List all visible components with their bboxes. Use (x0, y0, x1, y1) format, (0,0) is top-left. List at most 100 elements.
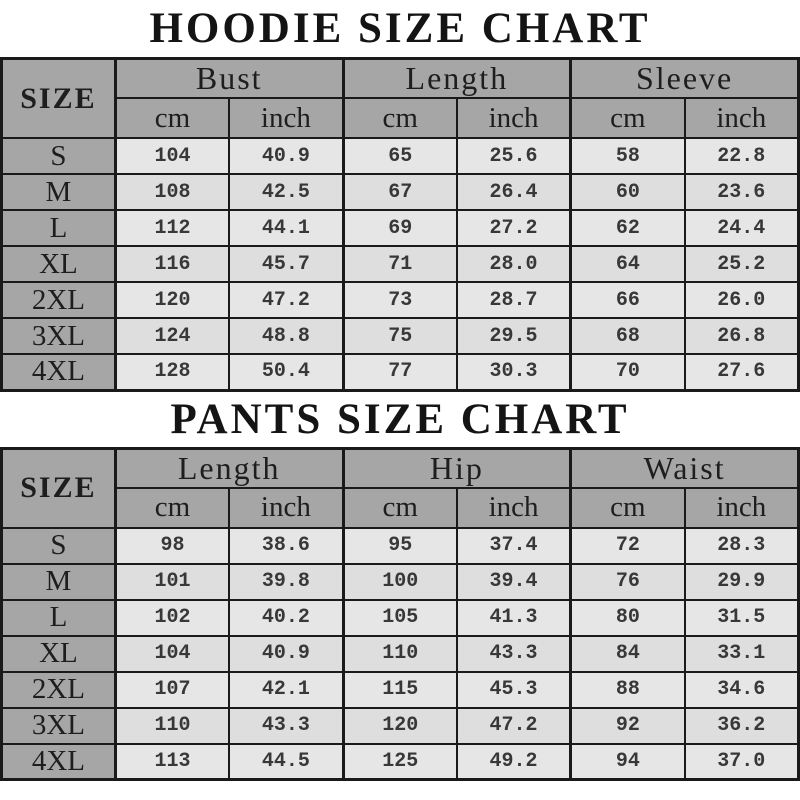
hoodie-length-cm-3xl: 75 (341, 317, 458, 355)
hoodie-length-inch-s: 25.6 (455, 137, 572, 175)
hoodie-bust-cm-l: 112 (113, 209, 231, 247)
pants-hip-cm-l: 105 (341, 598, 458, 637)
pants-length-cm-4xl: 113 (113, 742, 231, 781)
pants-waist-cm-3xl: 92 (569, 706, 686, 745)
pants-size-label-3xl: 3XL (0, 706, 117, 745)
pants-title-bar: PANTS SIZE CHART (0, 391, 800, 447)
pants-chart-title: PANTS SIZE CHART (170, 395, 630, 443)
pants-unit-header-hip-inch: inch (455, 486, 572, 529)
pants-waist-cm-xl: 84 (569, 634, 686, 673)
hoodie-size-label-3xl: 3XL (0, 317, 117, 355)
pants-length-inch-2xl: 42.1 (228, 670, 345, 709)
pants-waist-inch-3xl: 36.2 (683, 706, 800, 745)
hoodie-group-header-sleeve: Sleeve (569, 57, 800, 99)
hoodie-sleeve-inch-s: 22.8 (683, 137, 800, 175)
hoodie-length-cm-m: 67 (341, 173, 458, 211)
hoodie-group-header-bust: Bust (113, 57, 345, 99)
hoodie-length-cm-s: 65 (341, 137, 458, 175)
pants-unit-header-waist-cm: cm (569, 486, 686, 529)
hoodie-sleeve-inch-l: 24.4 (683, 209, 800, 247)
pants-hip-inch-m: 39.4 (455, 562, 572, 601)
hoodie-row-3xl: 3XL 124 48.8 75 29.5 68 26.8 (0, 317, 800, 355)
hoodie-group-header-length: Length (341, 57, 572, 99)
hoodie-unit-header-sleeve-cm: cm (569, 97, 686, 139)
pants-waist-cm-4xl: 94 (569, 742, 686, 781)
hoodie-length-cm-4xl: 77 (341, 353, 458, 391)
hoodie-sleeve-cm-4xl: 70 (569, 353, 686, 391)
pants-length-inch-3xl: 43.3 (228, 706, 345, 745)
hoodie-row-4xl: 4XL 128 50.4 77 30.3 70 27.6 (0, 353, 800, 391)
pants-hip-cm-xl: 110 (341, 634, 458, 673)
hoodie-bust-inch-m: 42.5 (228, 173, 345, 211)
hoodie-sleeve-inch-m: 23.6 (683, 173, 800, 211)
hoodie-sleeve-cm-m: 60 (569, 173, 686, 211)
hoodie-row-l: L 112 44.1 69 27.2 62 24.4 (0, 209, 800, 247)
pants-hip-inch-4xl: 49.2 (455, 742, 572, 781)
hoodie-bust-cm-2xl: 120 (113, 281, 231, 319)
hoodie-bust-inch-3xl: 48.8 (228, 317, 345, 355)
pants-hip-inch-xl: 43.3 (455, 634, 572, 673)
hoodie-length-inch-m: 26.4 (455, 173, 572, 211)
hoodie-bust-inch-l: 44.1 (228, 209, 345, 247)
pants-length-cm-3xl: 110 (113, 706, 231, 745)
hoodie-size-label-xl: XL (0, 245, 117, 283)
pants-size-label-m: M (0, 562, 117, 601)
hoodie-bust-cm-3xl: 124 (113, 317, 231, 355)
pants-waist-cm-s: 72 (569, 526, 686, 565)
hoodie-bust-cm-m: 108 (113, 173, 231, 211)
pants-hip-inch-s: 37.4 (455, 526, 572, 565)
hoodie-bust-inch-s: 40.9 (228, 137, 345, 175)
hoodie-sleeve-cm-3xl: 68 (569, 317, 686, 355)
hoodie-size-label-4xl: 4XL (0, 353, 117, 391)
pants-row-4xl: 4XL 113 44.5 125 49.2 94 37.0 (0, 742, 800, 781)
hoodie-sleeve-inch-3xl: 26.8 (683, 317, 800, 355)
hoodie-length-inch-3xl: 29.5 (455, 317, 572, 355)
pants-size-label-xl: XL (0, 634, 117, 673)
hoodie-length-cm-l: 69 (341, 209, 458, 247)
hoodie-title-bar: HOODIE SIZE CHART (0, 0, 800, 57)
pants-size-label-4xl: 4XL (0, 742, 117, 781)
pants-waist-inch-2xl: 34.6 (683, 670, 800, 709)
hoodie-size-label-2xl: 2XL (0, 281, 117, 319)
hoodie-bust-inch-4xl: 50.4 (228, 353, 345, 391)
hoodie-unit-header-length-inch: inch (455, 97, 572, 139)
hoodie-bust-cm-4xl: 128 (113, 353, 231, 391)
hoodie-row-s: S 104 40.9 65 25.6 58 22.8 (0, 137, 800, 175)
hoodie-size-label-l: L (0, 209, 117, 247)
pants-chart-section: PANTS SIZE CHART SIZE Length Hip Waist cm inc… (0, 391, 800, 781)
hoodie-unit-header-bust-cm: cm (113, 97, 231, 139)
hoodie-sleeve-inch-xl: 25.2 (683, 245, 800, 283)
pants-waist-cm-l: 80 (569, 598, 686, 637)
pants-length-cm-2xl: 107 (113, 670, 231, 709)
pants-group-header-length: Length (113, 447, 345, 489)
pants-unit-header-waist-inch: inch (683, 486, 800, 529)
pants-length-inch-m: 39.8 (228, 562, 345, 601)
pants-waist-inch-4xl: 37.0 (683, 742, 800, 781)
hoodie-unit-header-length-cm: cm (341, 97, 458, 139)
pants-hip-cm-s: 95 (341, 526, 458, 565)
hoodie-chart-section: HOODIE SIZE CHART SIZE Bust Length Sleeve cm… (0, 0, 800, 392)
pants-waist-inch-l: 31.5 (683, 598, 800, 637)
pants-group-header-waist: Waist (569, 447, 800, 489)
pants-hip-inch-l: 41.3 (455, 598, 572, 637)
hoodie-size-column-header: SIZE (0, 57, 117, 139)
pants-row-xl: XL 104 40.9 110 43.3 84 33.1 (0, 634, 800, 673)
pants-unit-header-length-cm: cm (113, 486, 231, 529)
hoodie-sleeve-inch-4xl: 27.6 (683, 353, 800, 391)
pants-length-cm-l: 102 (113, 598, 231, 637)
pants-size-column-header: SIZE (0, 447, 117, 529)
pants-hip-cm-4xl: 125 (341, 742, 458, 781)
pants-length-cm-s: 98 (113, 526, 231, 565)
pants-row-m: M 101 39.8 100 39.4 76 29.9 (0, 562, 800, 601)
hoodie-length-inch-xl: 28.0 (455, 245, 572, 283)
pants-size-label-2xl: 2XL (0, 670, 117, 709)
hoodie-bust-cm-s: 104 (113, 137, 231, 175)
pants-size-table: SIZE Length Hip Waist cm inch cm inch cm inch S 98 3… (0, 446, 800, 781)
hoodie-sleeve-cm-l: 62 (569, 209, 686, 247)
pants-row-3xl: 3XL 110 43.3 120 47.2 92 36.2 (0, 706, 800, 745)
hoodie-length-inch-2xl: 28.7 (455, 281, 572, 319)
hoodie-sleeve-cm-xl: 64 (569, 245, 686, 283)
hoodie-length-cm-xl: 71 (341, 245, 458, 283)
pants-waist-cm-2xl: 88 (569, 670, 686, 709)
